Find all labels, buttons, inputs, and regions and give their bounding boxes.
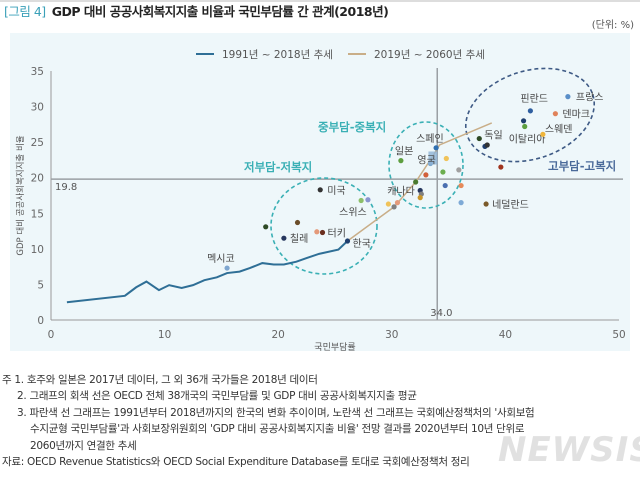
x-tick-label: 50 <box>612 329 625 341</box>
country-label: 영국 <box>417 154 435 166</box>
country-label: 네덜란드 <box>492 199 529 211</box>
note-3: 3. 파란색 선 그래프는 1991년부터 2018년까지의 한국의 변화 추이… <box>17 406 535 419</box>
x-axis-label: 국민부담률 <box>314 341 355 353</box>
country-point <box>319 229 326 236</box>
oecd-average-y-label: 19.8 <box>55 182 77 193</box>
y-tick-label: 20 <box>31 173 44 185</box>
country-point <box>317 187 323 193</box>
korea-trend-line <box>66 240 349 304</box>
country-label: 프랑스 <box>576 92 604 104</box>
unit-label: (단위: %) <box>591 20 634 31</box>
y-tick-label: 0 <box>37 315 44 327</box>
country-point <box>440 169 446 175</box>
country-point <box>385 201 391 207</box>
country-label: 스페인 <box>416 133 444 145</box>
y-tick-label: 30 <box>31 102 44 114</box>
country-point <box>458 182 464 189</box>
note-1: 주 1. 호주와 일본은 2017년 데이터, 그 외 36개 국가들은 201… <box>2 374 318 386</box>
country-point <box>224 265 230 271</box>
country-point <box>294 219 301 226</box>
country-point <box>314 229 320 235</box>
country-label: 스웨덴 <box>545 123 573 135</box>
projection-trend-line <box>347 122 493 242</box>
figure-tag: [그림 4] <box>4 4 46 19</box>
country-point <box>565 94 571 100</box>
figure-title: [그림 4] GDP 대비 공공사회복지지출 비율과 국민부담률 간 관계(201… <box>4 1 389 20</box>
legend-label-korea: 1991년 ~ 2018년 추세 <box>222 49 333 61</box>
mid-burden-cluster-ellipse <box>388 121 464 209</box>
note-2: 2. 그래프의 회색 선은 OECD 전체 38개국의 국민부담률 및 GDP … <box>17 390 417 403</box>
country-point <box>391 204 397 210</box>
country-label: 덴마크 <box>562 109 590 121</box>
notes: 주 1. 호주와 일본은 2017년 데이터, 그 외 36개 국가들은 201… <box>2 372 535 470</box>
country-label: 미국 <box>327 185 345 197</box>
country-label: 한국 <box>352 238 370 250</box>
country-point <box>458 200 464 206</box>
country-point <box>413 179 419 185</box>
y-axis-label: GDP 대비 공공사회복지지출 비율 <box>15 135 26 255</box>
country-point <box>520 118 527 124</box>
y-tick-label: 10 <box>31 244 44 256</box>
country-point <box>358 197 364 204</box>
country-point <box>433 145 439 151</box>
country-point <box>398 158 404 164</box>
mid-burden-label: 중부담-중복지 <box>318 120 386 134</box>
note-3-cont2: 2060년까지 연결한 추세 <box>30 439 137 452</box>
country-point <box>552 111 558 117</box>
country-label: 칠레 <box>290 233 308 245</box>
country-point <box>540 131 546 137</box>
country-point <box>476 135 482 142</box>
country-point <box>344 238 351 244</box>
note-3-cont: 수지균형 국민부담률'과 사회보장위원회의 'GDP 대비 공공사회복지지출 비… <box>30 423 525 436</box>
country-label: 멕시코 <box>207 253 235 265</box>
country-point <box>483 201 489 207</box>
country-point <box>442 182 448 189</box>
x-tick-label: 10 <box>158 329 171 341</box>
country-label: 독일 <box>484 130 502 142</box>
country-label: 일본 <box>395 146 413 158</box>
low-burden-cluster-ellipse <box>270 177 378 275</box>
country-point <box>527 108 533 114</box>
country-label: 캐나다 <box>387 186 415 198</box>
country-point <box>484 142 490 148</box>
country-point <box>263 224 269 230</box>
legend-label-projection: 2019년 ~ 2060년 추세 <box>374 49 485 61</box>
country-point <box>365 197 371 203</box>
country-label: 이탈리아 <box>509 132 546 145</box>
country-label: 스위스 <box>339 205 367 218</box>
highlight-box <box>428 151 438 165</box>
country-point <box>522 123 528 130</box>
top-border <box>0 0 640 2</box>
country-point <box>281 235 287 241</box>
watermark: NEWSIS <box>498 430 640 470</box>
country-point <box>498 164 504 170</box>
high-burden-label: 고부담-고복지 <box>548 159 616 173</box>
source: 자료: OECD Revenue Statistics와 OECD Social… <box>2 456 470 469</box>
x-tick-label: 30 <box>385 329 398 341</box>
y-tick-label: 25 <box>31 137 44 149</box>
country-point <box>417 195 423 201</box>
country-label: 터키 <box>328 227 346 239</box>
y-tick-label: 5 <box>37 279 44 291</box>
country-point <box>394 200 401 206</box>
x-tick-label: 20 <box>272 329 285 341</box>
low-burden-label: 저부담-저복지 <box>244 160 312 174</box>
high-burden-cluster-ellipse <box>464 67 596 163</box>
country-point <box>443 155 449 162</box>
figure-title-text: GDP 대비 공공사회복지지출 비율과 국민부담률 간 관계(2018년) <box>51 4 389 19</box>
x-tick-label: 0 <box>48 329 55 341</box>
y-tick-label: 15 <box>31 208 44 220</box>
y-tick-label: 35 <box>31 66 44 78</box>
x-tick-label: 40 <box>499 329 512 341</box>
country-point <box>423 172 429 178</box>
oecd-average-x-label: 34.0 <box>430 308 452 319</box>
country-label: 핀란드 <box>520 93 548 105</box>
country-point <box>456 167 462 173</box>
